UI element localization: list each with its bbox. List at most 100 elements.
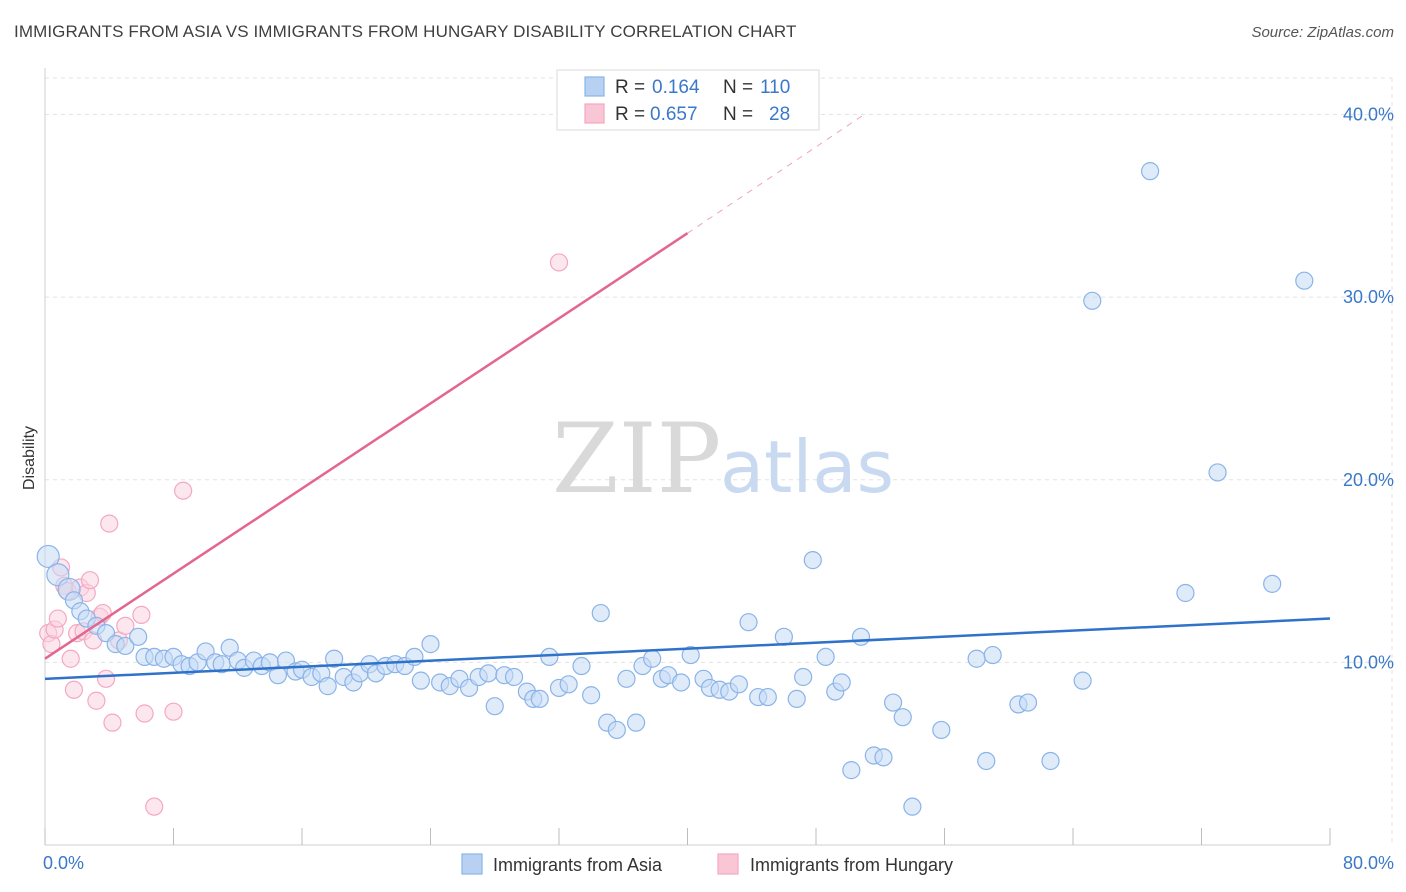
y-tick-label: 10.0% [1343,652,1394,672]
point-hungary [145,797,164,816]
point-asia [816,647,835,667]
point-hungary [100,514,119,533]
legend-n-value-asia: 110 [760,77,790,98]
point-asia [318,677,337,696]
point-asia [874,748,893,767]
point-hungary [116,616,135,635]
point-hungary [64,680,84,699]
y-tick-label: 40.0% [1343,105,1394,125]
legend-n-label-hungary: N = [723,104,753,125]
legend-r-label-asia: R = [615,77,645,98]
point-hungary [549,253,569,272]
point-asia [1295,271,1314,290]
point-asia [671,673,691,692]
point-asia [1176,583,1195,603]
watermark-zip: ZIP [552,403,721,515]
point-asia [504,667,524,687]
chart-title: IMMIGRANTS FROM ASIA VS IMMIGRANTS FROM … [14,22,797,41]
point-asia [1083,291,1102,310]
point-asia [883,693,903,712]
point-hungary [164,702,183,721]
point-asia [1208,463,1227,482]
point-asia [626,713,646,732]
point-asia [530,689,549,709]
point-asia [1263,574,1282,593]
point-asia [116,636,135,656]
x-tick-label-max: 80.0% [1343,853,1394,873]
bottom-legend: Immigrants from Asia Immigrants from Hun… [461,853,953,875]
point-asia [36,544,60,569]
bottom-legend-hungary: Immigrants from Hungary [750,855,953,875]
point-asia [787,689,806,709]
x-tick-label-min: 0.0% [43,853,84,873]
point-asia [681,645,700,665]
point-asia [967,649,986,668]
watermark: ZIP atlas [552,403,894,515]
point-asia [1041,751,1060,771]
chart-source: Source: ZipAtlas.com [1251,24,1394,41]
point-asia [421,635,440,654]
point-asia [1018,693,1038,712]
point-asia [983,645,1002,665]
point-asia [842,761,861,780]
point-hungary [96,669,116,688]
y-tick-label: 30.0% [1343,287,1394,307]
y-axis-label: Disability [21,426,38,490]
point-hungary [174,481,193,500]
bottom-legend-asia: Immigrants from Asia [493,855,663,875]
point-asia [794,667,813,687]
legend-n-value-hungary: 28 [769,104,790,125]
point-asia [220,638,239,657]
legend-r-value-asia: 0.164 [652,77,700,98]
bottom-legend-swatch-asia [461,853,483,875]
point-hungary [135,704,154,723]
point-asia [803,551,822,570]
y-tick-labels: 10.0% 20.0% 30.0% 40.0% [1343,105,1394,673]
point-asia [411,671,430,690]
bottom-legend-swatch-hungary [717,853,739,875]
point-asia [325,649,344,668]
point-hungary [132,605,151,625]
watermark-atlas: atlas [720,425,894,509]
point-asia [1140,162,1160,181]
point-asia [932,720,951,740]
point-asia [582,686,601,705]
point-hungary [80,571,100,590]
point-asia [591,603,610,623]
legend-r-label-hungary: R = [615,104,645,125]
legend-n-label-asia: N = [723,77,753,98]
point-asia [485,697,504,716]
y-tick-label: 20.0% [1343,470,1394,490]
point-asia [559,675,578,694]
trend-line-hungary-extension [687,114,865,234]
point-asia [758,687,777,707]
point-asia [643,649,662,668]
point-asia [572,656,591,676]
trend-line-asia [44,617,1331,681]
point-asia [832,673,851,692]
series-hungary-points [39,253,569,816]
point-asia [607,720,626,740]
point-asia [739,613,758,632]
point-asia [479,664,498,683]
point-hungary [48,609,67,628]
x-tick-labels: 0.0% 80.0% [43,853,1394,873]
legend-r-value-hungary: 0.657 [650,104,698,125]
point-asia [977,751,996,771]
series-asia-points [36,162,1314,816]
point-asia [540,647,559,667]
point-asia [129,627,148,646]
point-asia [903,797,922,816]
legend-swatch-hungary [584,103,605,124]
point-hungary [61,649,80,668]
axes [44,68,1331,846]
point-asia [1073,671,1092,690]
point-asia [893,708,912,727]
point-asia [617,669,636,688]
trend-line-hungary [44,232,689,660]
point-hungary [87,691,106,710]
legend: R = 0.164 N = 110 R = 0.657 N = 28 [556,69,820,131]
point-asia [851,627,871,646]
point-asia [729,675,749,694]
